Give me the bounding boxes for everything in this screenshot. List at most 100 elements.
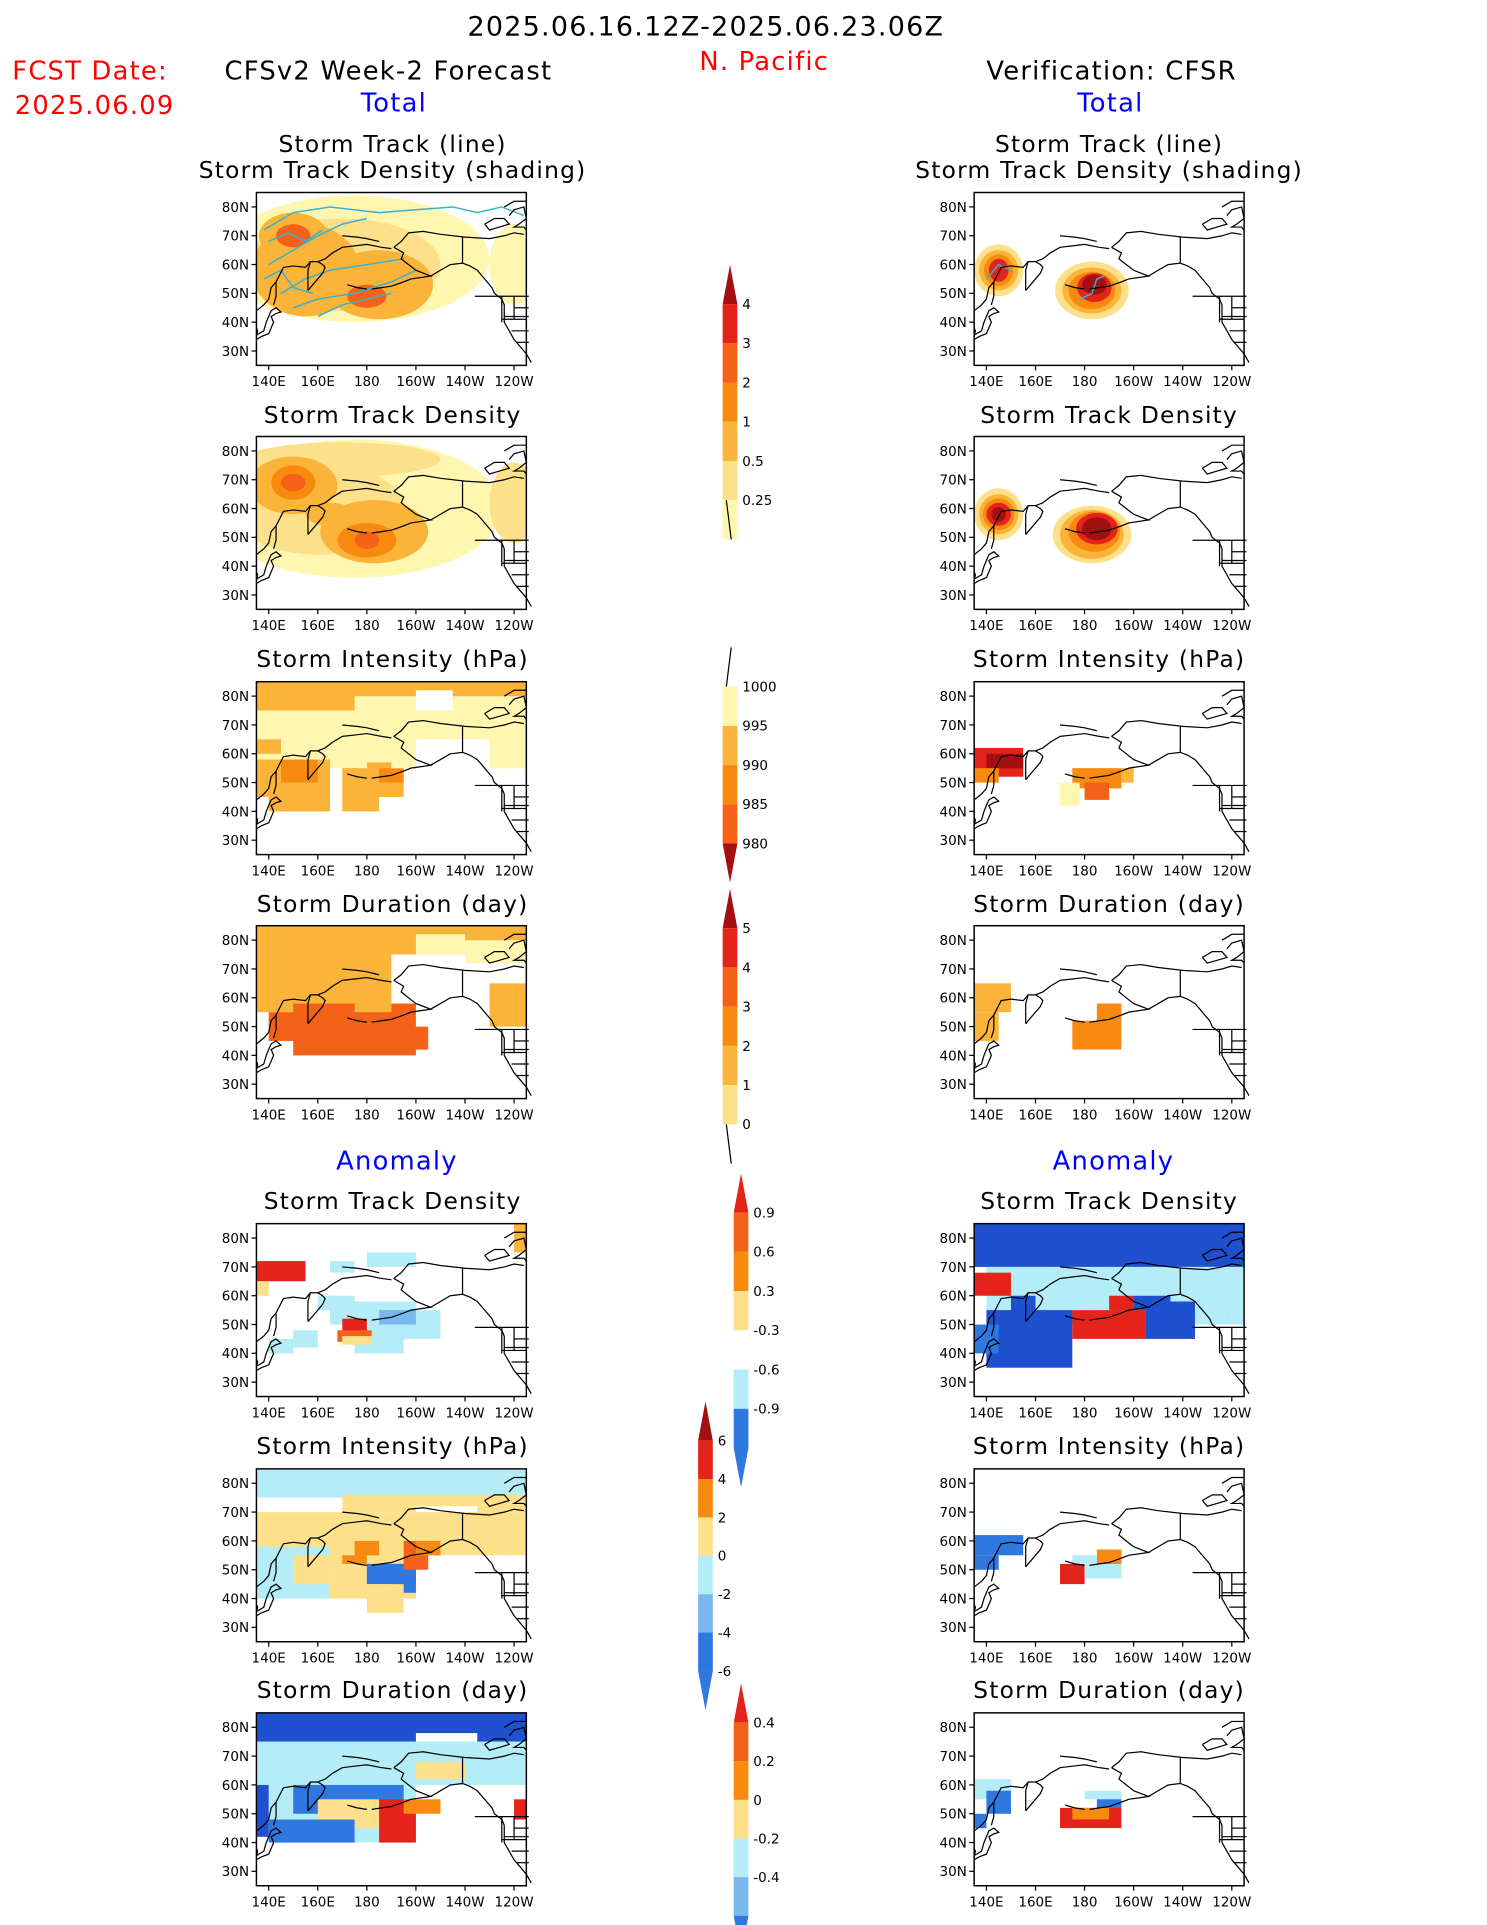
fc-intensity-frame (255, 680, 528, 856)
x-tick-label: 160E (301, 1107, 335, 1123)
x-tick-label: 120W (1212, 618, 1251, 634)
colorbar-label: -0.3 (753, 1323, 779, 1339)
heatmap-cell (330, 1261, 355, 1273)
x-tick-label: 160E (1018, 374, 1052, 390)
heatmap-cell (342, 1555, 367, 1564)
heatmap-cell (354, 991, 392, 1013)
panel-title: Storm Intensity (hPa) (972, 1433, 1246, 1461)
x-tick-label: 160E (301, 618, 335, 634)
x-tick-label: 140E (252, 1651, 286, 1667)
colorbar-segment (722, 686, 738, 726)
fc-anom-density-map: 140E 160E 180 160W 140W 120W 80N 70N 60N 50N 40N 30… (222, 1222, 534, 1421)
y-tick-label: 70N (940, 962, 967, 978)
colorbar-tip (722, 843, 738, 883)
panel-title: Storm Duration (day) (973, 891, 1245, 919)
y-tick-label: 70N (222, 1505, 249, 1521)
panel-title: Storm Track Density (263, 1188, 522, 1216)
density-contour (325, 250, 434, 320)
y-tick-label: 40N (222, 1048, 249, 1064)
y-tick-label: 80N (940, 933, 967, 949)
colorbar-label: 0.3 (753, 1284, 774, 1300)
colorbar-label: 4 (718, 1472, 727, 1488)
y-tick-label: 50N (222, 775, 249, 791)
heatmap-cell (1096, 1549, 1122, 1565)
colorbar-density: 0.25 0.5 1 2 3 4 (722, 264, 772, 540)
density-contour (988, 258, 1009, 282)
fc-density-coastlines (255, 444, 532, 607)
x-tick-label: 140W (445, 863, 484, 879)
heatmap-cell (391, 1026, 429, 1050)
density-contour (354, 531, 380, 549)
x-tick-label: 160W (1114, 1405, 1153, 1421)
x-tick-label: 160E (1018, 1895, 1052, 1911)
y-tick-label: 30N (222, 1620, 249, 1636)
x-tick-label: 180 (354, 863, 380, 879)
colorbar-segment (733, 1369, 749, 1409)
x-tick-label: 180 (354, 374, 380, 390)
x-tick-label: 160W (396, 1405, 435, 1421)
x-tick-label: 180 (1072, 374, 1098, 390)
panel-title: Storm Duration (day) (256, 1677, 529, 1705)
y-tick-label: 60N (222, 1534, 249, 1550)
colorbar-intensity: 1000 995 990 985 980 (722, 680, 777, 883)
heatmap-cell (342, 1494, 527, 1513)
y-tick-label: 60N (222, 257, 249, 273)
y-tick-label: 30N (940, 1077, 967, 1093)
colorbar-segment (722, 804, 738, 844)
heatmap-cell (1096, 1003, 1122, 1021)
x-tick-label: 160W (396, 863, 435, 879)
x-tick-label: 160W (1114, 618, 1153, 634)
colorbar-tip (722, 264, 738, 305)
density-contour (489, 462, 527, 544)
colorbar-label: 0 (742, 1117, 751, 1133)
heatmap-cell (514, 1799, 527, 1820)
verification-title: Verification: CFSR (986, 56, 1237, 86)
colorbar-segment (733, 1330, 749, 1370)
panel-title: Storm Intensity (hPa) (256, 1433, 529, 1461)
y-tick-label: 30N (222, 1864, 249, 1880)
y-tick-label: 50N (222, 1019, 249, 1035)
x-tick-label: 140W (445, 1651, 484, 1667)
heatmap-cell (974, 1535, 1024, 1556)
colorbar-segment (733, 1877, 749, 1916)
fc-intensity-coastlines (255, 689, 532, 852)
y-tick-label: 30N (940, 588, 967, 604)
heatmap-cell (379, 1310, 416, 1325)
x-tick-label: 120W (495, 1405, 534, 1421)
colorbar-segment (733, 1212, 749, 1252)
ob-intensity-frame (973, 680, 1245, 856)
forecast-title: CFSv2 Week-2 Forecast (224, 56, 553, 86)
colorbar-tip (733, 1448, 749, 1488)
ob-anom-intensity-frame (973, 1468, 1245, 1643)
fc-track-map: 140E 160E 180 160W 140W 120W 80N 70N 60N 50N 40N 30… (222, 191, 534, 390)
y-tick-label: 80N (222, 1720, 249, 1736)
colorbar-segment (722, 500, 738, 540)
colorbar-label: 995 (742, 719, 768, 735)
colorbar-label: 985 (742, 797, 768, 813)
x-tick-label: 140W (445, 1405, 484, 1421)
y-tick-label: 70N (222, 473, 249, 489)
y-tick-label: 50N (940, 286, 967, 302)
y-tick-label: 80N (222, 689, 249, 705)
colorbar-intensity_anom: 6 4 2 0 -2 -4 -6 (698, 1401, 731, 1711)
y-tick-label: 60N (940, 1534, 967, 1550)
x-tick-label: 140W (1163, 374, 1202, 390)
y-tick-label: 60N (940, 747, 967, 763)
heatmap-cell (403, 1799, 441, 1814)
colorbar-label: 5 (742, 921, 751, 937)
colorbar-label: 3 (742, 1000, 751, 1016)
y-tick-label: 80N (940, 1476, 967, 1492)
fc-anom-density-frame (255, 1222, 528, 1398)
y-tick-label: 30N (222, 833, 249, 849)
fcst-date-label: FCST Date: (12, 56, 168, 86)
density-contour (489, 224, 527, 305)
x-tick-label: 160W (396, 1107, 435, 1123)
x-tick-label: 140E (969, 863, 1003, 879)
y-tick-label: 30N (940, 1620, 967, 1636)
colorbar-label: 2 (718, 1510, 727, 1526)
colorbar-segment (733, 1722, 749, 1762)
fc-density-frame (255, 435, 528, 611)
heatmap-cell (256, 1261, 306, 1282)
x-tick-label: 180 (354, 1107, 380, 1123)
